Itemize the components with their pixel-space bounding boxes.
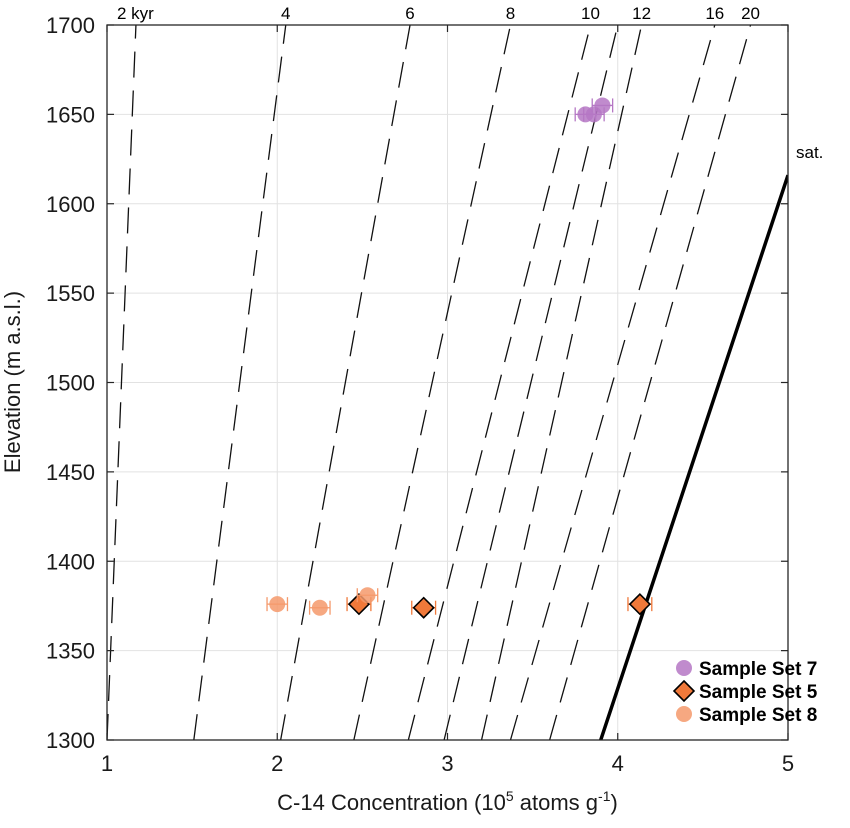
x-axis-title: C-14 Concentration (105 atoms g-1) xyxy=(277,788,618,815)
legend-sample-set-7-label: Sample Set 7 xyxy=(699,659,817,680)
sample-set-7-point xyxy=(594,97,611,114)
legend-sample-set-5-marker xyxy=(672,679,696,703)
x-tick-label: 2 xyxy=(271,751,283,776)
y-axis-title: Elevation (m a.s.l.) xyxy=(0,291,25,473)
isochron-labels: 2 kyr 4 6 8 10 12 16 20 sat. xyxy=(117,4,823,162)
sample-set-5-point xyxy=(412,596,435,619)
isochron-label: 12 xyxy=(632,4,651,23)
isochron-label: 4 xyxy=(281,4,290,23)
isochron-line xyxy=(480,25,643,740)
isochron-label: 6 xyxy=(405,4,414,23)
isochron-line xyxy=(353,25,512,740)
legend-sample-set-7-marker xyxy=(676,660,692,676)
grid xyxy=(107,25,788,740)
sample-set-8-point xyxy=(269,596,286,613)
saturation-label: sat. xyxy=(796,143,823,162)
sample-set-8-point xyxy=(359,587,376,604)
y-tick-label: 1350 xyxy=(46,639,95,664)
x-tick-label: 4 xyxy=(612,751,624,776)
legend-sample-set-8-marker xyxy=(676,706,692,722)
data-points xyxy=(266,97,653,619)
saturation-line xyxy=(599,174,788,740)
isochron-label: 2 kyr xyxy=(117,4,154,23)
sample-set-8-point xyxy=(311,599,328,616)
isochron-lines xyxy=(107,25,752,740)
y-tick-label: 1700 xyxy=(46,13,95,38)
x-tick-label: 1 xyxy=(101,751,113,776)
isochron-line xyxy=(107,25,137,740)
legend-sample-set-8-label: Sample Set 8 xyxy=(699,705,817,726)
isochron-label: 8 xyxy=(506,4,515,23)
sample-set-5-point xyxy=(628,593,652,616)
y-tick-label: 1450 xyxy=(46,460,95,485)
axis-ticks: 1 2 3 4 5 1300 1350 1400 1450 1500 1550 1600 1650 170… xyxy=(46,13,794,776)
isochron-line xyxy=(193,25,287,740)
x-tick-label: 3 xyxy=(441,751,453,776)
x-tick-label: 5 xyxy=(782,751,794,776)
isochron-label: 16 xyxy=(705,4,724,23)
y-tick-label: 1500 xyxy=(46,371,95,396)
y-tick-label: 1300 xyxy=(46,728,95,753)
isochron-line xyxy=(443,25,619,740)
legend-sample-set-5-label: Sample Set 5 xyxy=(699,682,818,703)
isochron-line xyxy=(280,25,411,740)
isochron-label: 20 xyxy=(741,4,760,23)
y-tick-label: 1550 xyxy=(46,281,95,306)
y-tick-label: 1600 xyxy=(46,192,95,217)
y-tick-label: 1650 xyxy=(46,102,95,127)
isochron-line xyxy=(407,25,592,740)
y-tick-label: 1400 xyxy=(46,549,95,574)
isochron-label: 10 xyxy=(581,4,600,23)
isochron-line xyxy=(509,25,716,740)
saturation-line xyxy=(599,174,788,740)
isochron-line xyxy=(549,25,752,740)
